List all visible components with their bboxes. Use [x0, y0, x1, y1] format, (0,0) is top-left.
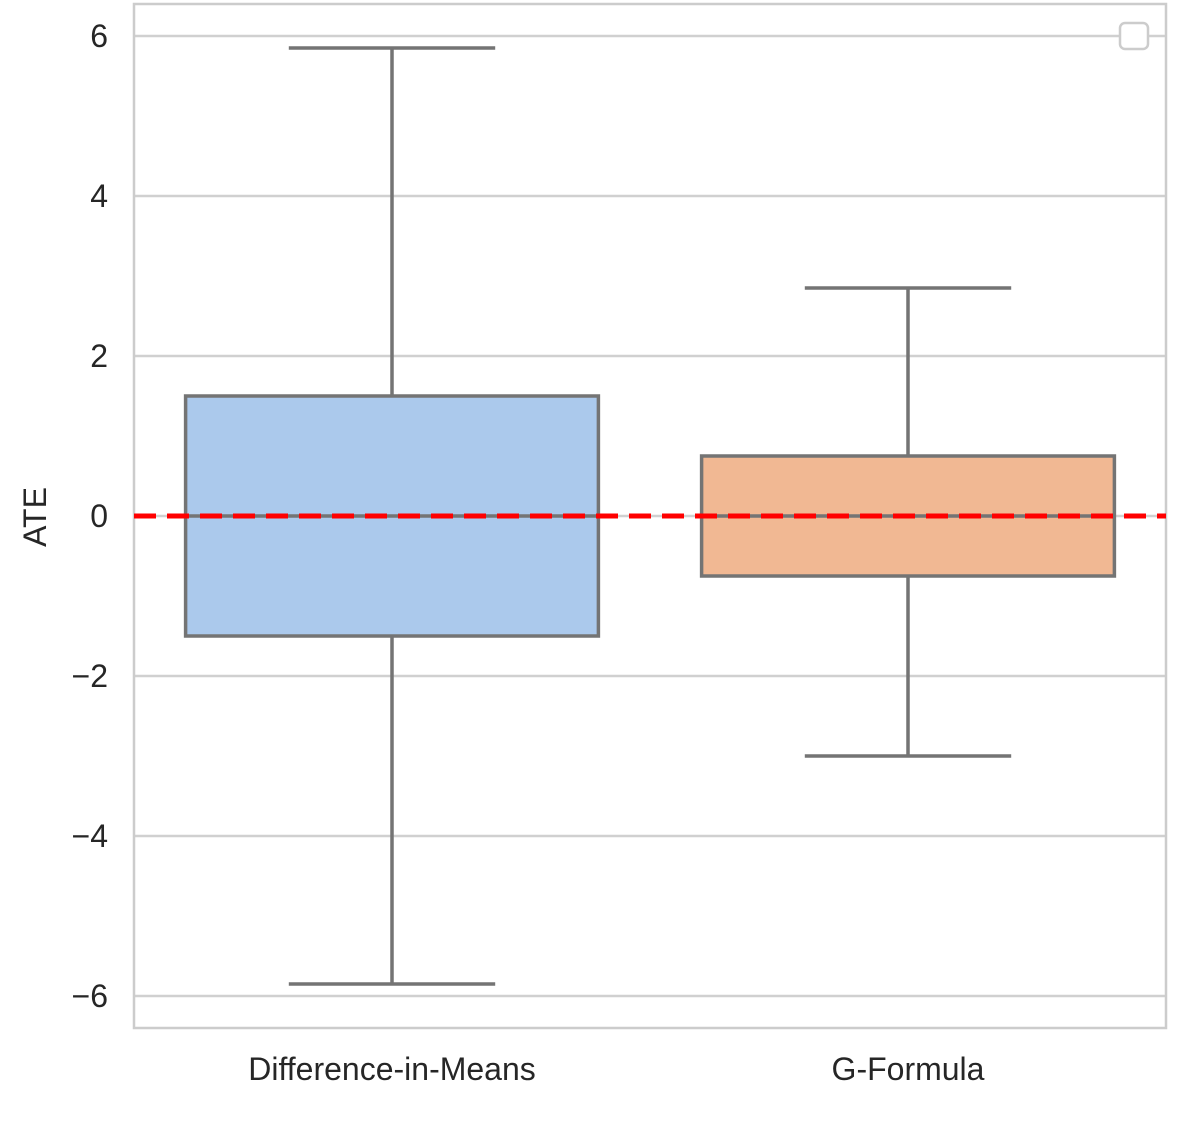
- box-g-formula: [699, 286, 1117, 758]
- y-tick-label: 2: [90, 338, 108, 374]
- y-tick-label: 4: [90, 178, 108, 214]
- y-tick-label: −6: [72, 978, 108, 1014]
- x-tick-labels: Difference-in-Means G-Formula: [248, 1051, 984, 1087]
- y-tick-label: −2: [72, 658, 108, 694]
- y-tick-label: 0: [90, 498, 108, 534]
- y-tick-label: −4: [72, 818, 108, 854]
- legend-box: [1118, 21, 1150, 51]
- x-tick-label: Difference-in-Means: [248, 1051, 536, 1087]
- y-tick-labels: 6 4 2 0 −2 −4 −6: [72, 18, 108, 1014]
- y-axis-label: ATE: [17, 487, 53, 547]
- y-tick-label: 6: [90, 18, 108, 54]
- x-tick-label: G-Formula: [832, 1051, 985, 1087]
